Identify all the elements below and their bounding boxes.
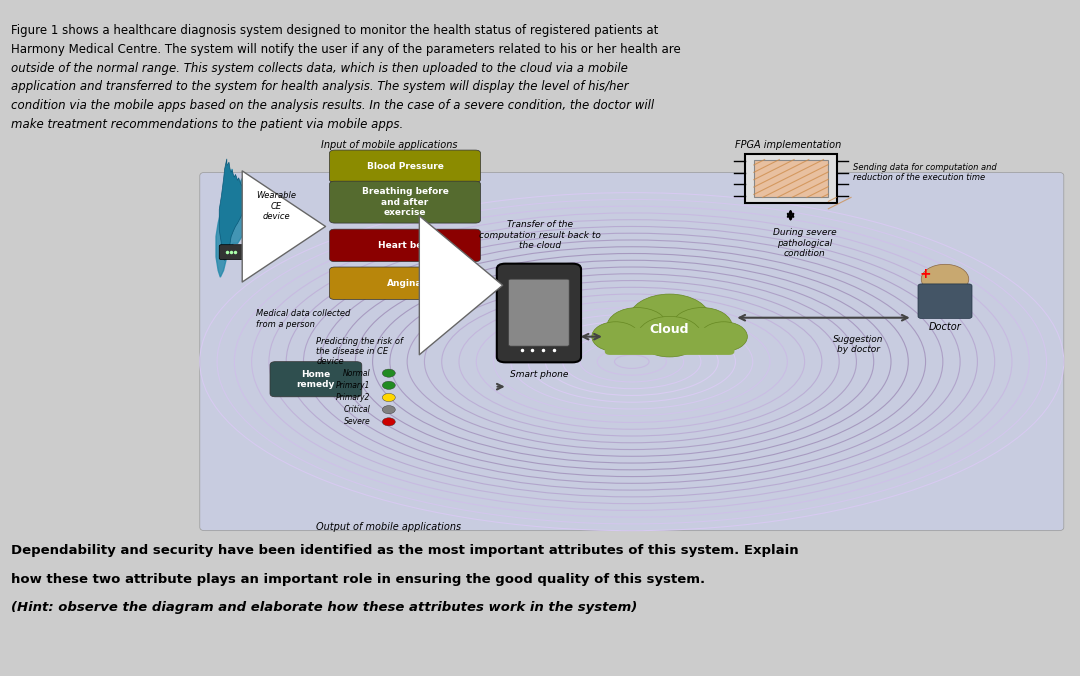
FancyBboxPatch shape bbox=[605, 328, 734, 355]
FancyBboxPatch shape bbox=[745, 154, 837, 203]
Circle shape bbox=[382, 406, 395, 414]
Text: how these two attribute plays an important role in ensuring the good quality of : how these two attribute plays an importa… bbox=[11, 573, 705, 585]
Text: Dependability and security have been identified as the most important attributes: Dependability and security have been ide… bbox=[11, 544, 798, 557]
Text: Home
remedy: Home remedy bbox=[297, 370, 335, 389]
Text: Predicting the risk of
the disease in CE
device: Predicting the risk of the disease in CE… bbox=[316, 337, 404, 366]
FancyBboxPatch shape bbox=[497, 264, 581, 362]
FancyBboxPatch shape bbox=[329, 150, 481, 183]
Text: Doctor: Doctor bbox=[929, 322, 961, 332]
Text: make treatment recommendations to the patient via mobile apps.: make treatment recommendations to the pa… bbox=[11, 118, 403, 131]
Text: (Hint: observe the diagram and elaborate how these attributes work in the system: (Hint: observe the diagram and elaborate… bbox=[11, 601, 637, 614]
Text: Angina: Angina bbox=[388, 279, 422, 288]
Text: During severe
pathological
condition: During severe pathological condition bbox=[773, 228, 836, 258]
Polygon shape bbox=[219, 159, 252, 260]
Circle shape bbox=[637, 316, 702, 357]
Text: Harmony Medical Centre. The system will notify the user if any of the parameters: Harmony Medical Centre. The system will … bbox=[11, 43, 680, 55]
Text: Normal: Normal bbox=[342, 368, 370, 378]
Text: Suggestion
by doctor: Suggestion by doctor bbox=[834, 335, 883, 354]
Text: Blood Pressure: Blood Pressure bbox=[366, 162, 444, 171]
Text: Wearable
CE
device: Wearable CE device bbox=[256, 191, 296, 221]
Text: Breathing before
and after
exercise: Breathing before and after exercise bbox=[362, 187, 448, 217]
Text: FPGA implementation: FPGA implementation bbox=[735, 140, 841, 150]
FancyBboxPatch shape bbox=[219, 245, 251, 260]
Text: Medical data collected
from a person: Medical data collected from a person bbox=[256, 310, 350, 329]
Text: Transfer of the
computation result back to
the cloud: Transfer of the computation result back … bbox=[480, 220, 600, 250]
Text: +: + bbox=[920, 268, 931, 281]
Circle shape bbox=[672, 308, 732, 345]
Text: Heart beat: Heart beat bbox=[378, 241, 432, 250]
Text: Cloud: Cloud bbox=[650, 323, 689, 337]
Text: Sending data for computation and
reduction of the execution time: Sending data for computation and reducti… bbox=[853, 163, 997, 182]
FancyBboxPatch shape bbox=[754, 160, 828, 197]
Circle shape bbox=[382, 381, 395, 389]
Text: Smart phone: Smart phone bbox=[510, 370, 568, 379]
FancyBboxPatch shape bbox=[329, 267, 481, 299]
Polygon shape bbox=[216, 169, 256, 277]
FancyBboxPatch shape bbox=[200, 172, 1064, 531]
Circle shape bbox=[382, 418, 395, 426]
Circle shape bbox=[700, 322, 747, 352]
Text: condition via the mobile apps based on the analysis results. In the case of a se: condition via the mobile apps based on t… bbox=[11, 99, 653, 112]
Text: Input of mobile applications: Input of mobile applications bbox=[321, 140, 457, 150]
Text: Primary2: Primary2 bbox=[336, 393, 370, 402]
Circle shape bbox=[629, 294, 711, 345]
Circle shape bbox=[382, 369, 395, 377]
FancyBboxPatch shape bbox=[270, 362, 362, 397]
FancyBboxPatch shape bbox=[918, 284, 972, 318]
Text: Output of mobile applications: Output of mobile applications bbox=[316, 522, 461, 532]
Text: Severe: Severe bbox=[343, 417, 370, 427]
FancyBboxPatch shape bbox=[509, 279, 569, 346]
Circle shape bbox=[607, 308, 667, 345]
FancyBboxPatch shape bbox=[329, 229, 481, 262]
Circle shape bbox=[921, 264, 969, 294]
Text: application and transferred to the system for health analysis. The system will d: application and transferred to the syste… bbox=[11, 80, 629, 93]
Circle shape bbox=[592, 322, 639, 352]
FancyBboxPatch shape bbox=[329, 181, 481, 223]
Text: Primary1: Primary1 bbox=[336, 381, 370, 390]
Text: Critical: Critical bbox=[343, 405, 370, 414]
Text: Figure 1 shows a healthcare diagnosis system designed to monitor the health stat: Figure 1 shows a healthcare diagnosis sy… bbox=[11, 24, 658, 37]
Circle shape bbox=[382, 393, 395, 402]
Text: outside of the normal range. This system collects data, which is then uploaded t: outside of the normal range. This system… bbox=[11, 62, 627, 74]
